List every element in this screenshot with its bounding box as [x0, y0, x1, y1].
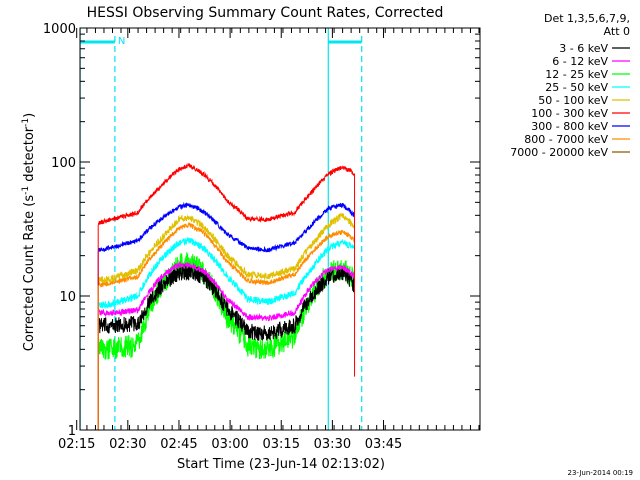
series-line — [97, 237, 355, 430]
series-line — [97, 264, 355, 430]
legend-header-line-1: Det 1,3,5,6,7,9, — [544, 12, 630, 25]
plot-area: N — [79, 28, 363, 430]
plot-frame — [79, 27, 481, 431]
legend-entry-label: 3 - 6 keV — [559, 42, 608, 55]
series-line — [97, 222, 355, 430]
x-axis: 02:15 02:30 02:45 03:00 03:15 03:30 03:45 — [58, 28, 480, 452]
x-tick-label: 03:30 — [314, 437, 351, 452]
series-line — [97, 252, 355, 430]
chart-title: HESSI Observing Summary Count Rates, Cor… — [87, 5, 444, 21]
x-tick-label: 02:15 — [58, 437, 95, 452]
legend-header-line-2: Att 0 — [604, 25, 630, 38]
series-line — [97, 212, 355, 430]
legend-entry-label: 12 - 25 keV — [545, 68, 608, 81]
y-tick-label: 1 — [68, 424, 76, 439]
legend-entry-label: 25 - 50 keV — [545, 81, 608, 94]
series-line — [97, 201, 355, 430]
series-line — [97, 260, 355, 430]
legend-entry-label: 300 - 800 keV — [531, 120, 608, 133]
x-tick-label: 02:30 — [109, 437, 146, 452]
y-tick-label: 10 — [59, 290, 76, 305]
timestamp: 23-Jun-2014 00:19 — [568, 469, 634, 477]
legend-entry-label: 6 - 12 keV — [552, 55, 608, 68]
x-tick-label: 03:15 — [263, 437, 300, 452]
legend-entry-label: 7000 - 20000 keV — [510, 146, 608, 159]
y-tick-label: 100 — [51, 156, 76, 171]
legend-entry-label: 800 - 7000 keV — [524, 133, 608, 146]
x-axis-label: Start Time (23-Jun-14 02:13:02) — [177, 457, 385, 472]
x-tick-label: 03:45 — [365, 437, 402, 452]
legend-entry-label: 50 - 100 keV — [538, 94, 608, 107]
series-line — [97, 162, 355, 430]
legend-entry-label: 100 - 300 keV — [531, 107, 608, 120]
y-axis-label: Corrected Count Rate (s-1 detector-1) — [21, 113, 37, 351]
marker-label: N — [118, 36, 125, 47]
x-tick-label: 03:00 — [211, 437, 248, 452]
y-axis: 1 10 100 1000 — [43, 22, 480, 439]
x-tick-label: 02:45 — [160, 437, 197, 452]
y-tick-label: 1000 — [43, 22, 76, 37]
